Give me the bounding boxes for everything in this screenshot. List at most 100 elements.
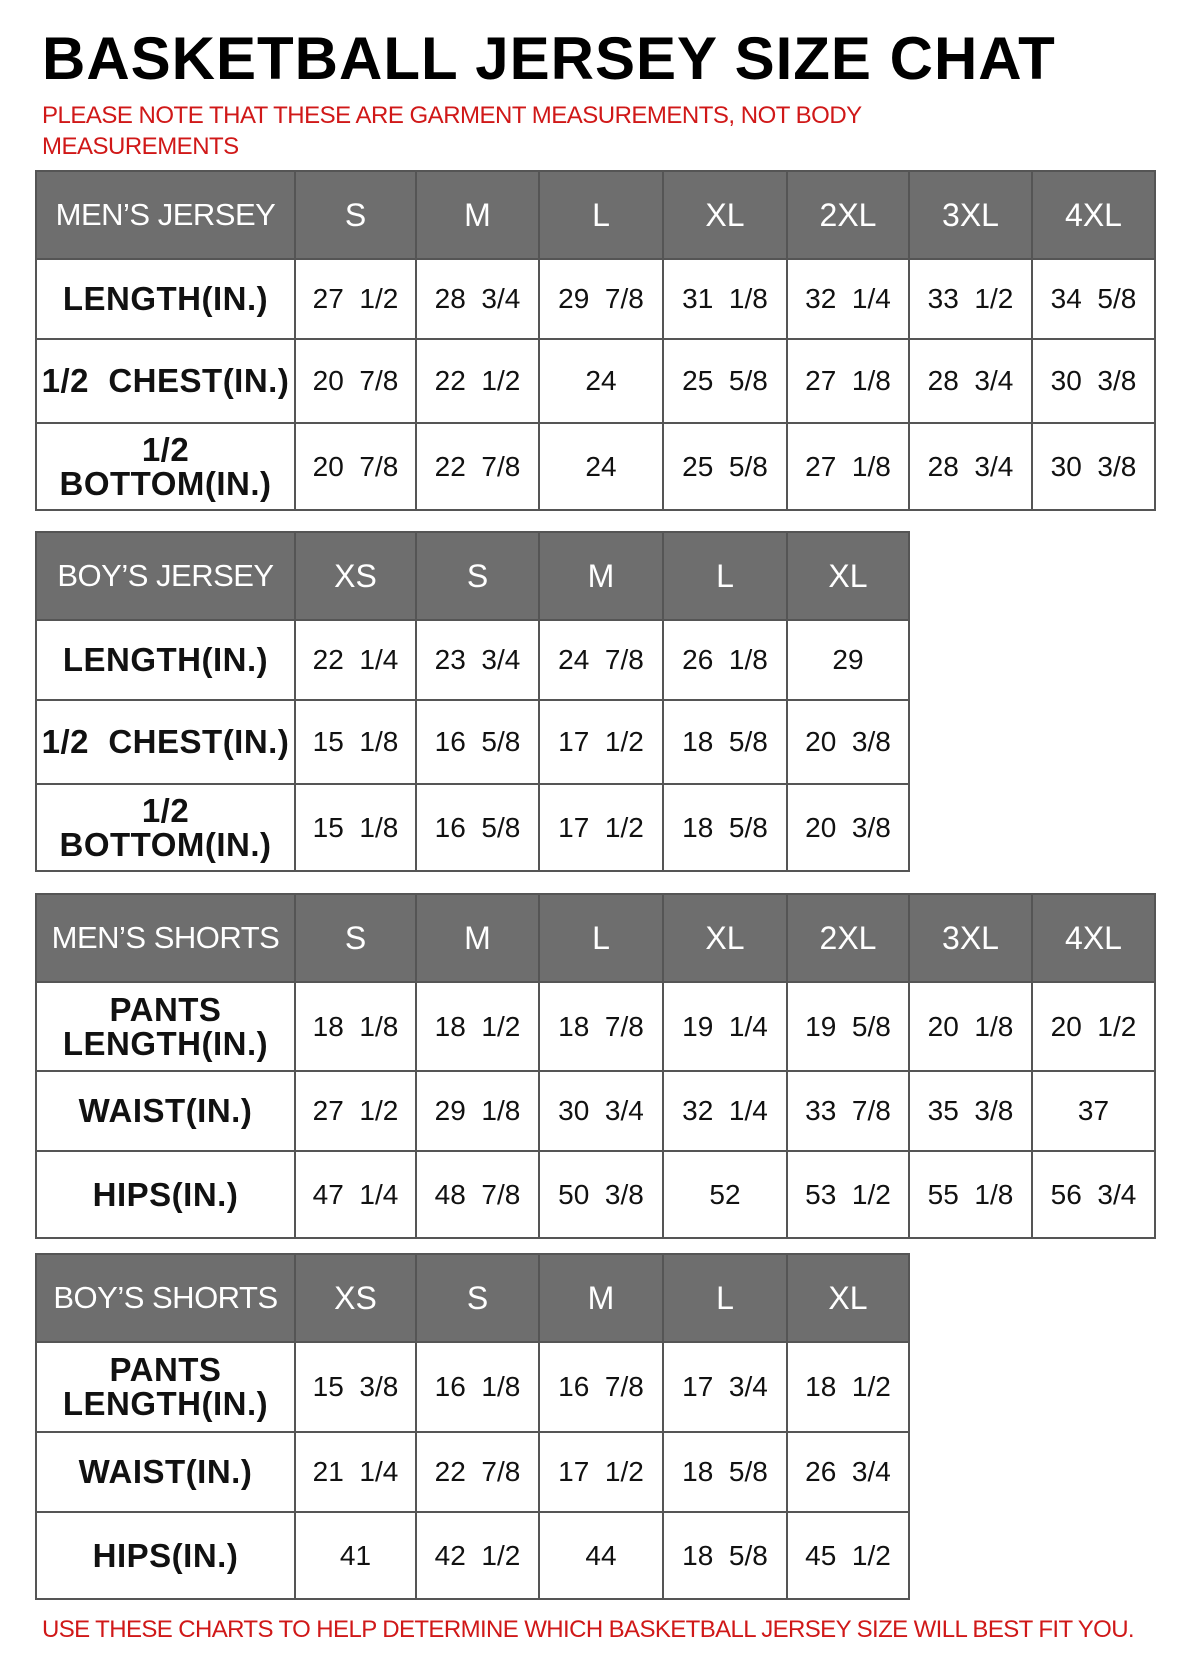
size-header: M (415, 170, 540, 260)
header-row: MEN’S JERSEY S M L XL 2XL 3XL 4XL (35, 170, 1156, 260)
measurement-cell: 42 1/2 (415, 1511, 540, 1600)
row-label: 1/2 BOTTOM(IN.) (35, 783, 296, 872)
boy-s-shorts-table: BOY’S SHORTS XS S M L XL PANTS LENGTH(IN.) 15 3… (35, 1253, 910, 1600)
measurement-cell: 53 1/2 (786, 1150, 910, 1239)
size-header: XL (786, 531, 910, 621)
table-title: MEN’S SHORTS (35, 893, 296, 983)
measurement-cell: 18 5/8 (662, 1511, 788, 1600)
measurement-cell: 20 3/8 (786, 783, 910, 872)
measurement-cell: 17 1/2 (538, 1431, 664, 1513)
measurement-cell: 32 1/4 (662, 1070, 788, 1152)
measurement-cell: 33 1/2 (908, 258, 1033, 340)
row-label: PANTS LENGTH(IN.) (35, 1341, 296, 1433)
size-header: M (415, 893, 540, 983)
measurement-cell: 18 5/8 (662, 699, 788, 785)
size-header: XS (294, 531, 417, 621)
measurement-cell: 18 5/8 (662, 783, 788, 872)
measurement-cell: 29 (786, 619, 910, 701)
measurement-cell: 28 3/4 (908, 422, 1033, 511)
measurement-cell: 45 1/2 (786, 1511, 910, 1600)
measurement-cell: 20 3/8 (786, 699, 910, 785)
table-row: WAIST(IN.) 27 1/2 29 1/8 30 3/4 32 1/4 33 7/8… (35, 1070, 1156, 1152)
measurement-cell: 20 7/8 (294, 338, 417, 424)
measurement-cell: 16 5/8 (415, 699, 540, 785)
table-title: BOY’S JERSEY (35, 531, 296, 621)
measurement-cell: 15 3/8 (294, 1341, 417, 1433)
measurement-cell: 37 (1031, 1070, 1156, 1152)
measurement-cell: 20 1/2 (1031, 981, 1156, 1072)
measurement-cell: 23 3/4 (415, 619, 540, 701)
measurement-cell: 27 1/2 (294, 258, 417, 340)
measurement-cell: 20 7/8 (294, 422, 417, 511)
measurement-cell: 25 5/8 (662, 422, 788, 511)
table-row: WAIST(IN.) 21 1/4 22 7/8 17 1/2 18 5/8 26 3/4 (35, 1431, 910, 1513)
table-row: 1/2 CHEST(IN.) 15 1/8 16 5/8 17 1/2 18 5/8 20… (35, 699, 910, 785)
measurement-cell: 18 1/8 (294, 981, 417, 1072)
row-label: PANTS LENGTH(IN.) (35, 981, 296, 1072)
measurement-cell: 33 7/8 (786, 1070, 910, 1152)
measurement-cell: 55 1/8 (908, 1150, 1033, 1239)
size-header: S (415, 1253, 540, 1343)
size-header: XS (294, 1253, 417, 1343)
measurement-cell: 31 1/8 (662, 258, 788, 340)
measurement-cell: 19 1/4 (662, 981, 788, 1072)
measurement-cell: 16 5/8 (415, 783, 540, 872)
measurement-cell: 34 5/8 (1031, 258, 1156, 340)
measurement-note: PLEASE NOTE THAT THESE ARE GARMENT MEASU… (42, 102, 862, 160)
size-header: 4XL (1031, 170, 1156, 260)
measurement-cell: 27 1/8 (786, 338, 910, 424)
measurement-cell: 48 7/8 (415, 1150, 540, 1239)
table-row: 1/2 CHEST(IN.) 20 7/8 22 1/2 24 25 5/8 27 1/8… (35, 338, 1156, 424)
measurement-cell: 18 5/8 (662, 1431, 788, 1513)
measurement-cell: 27 1/8 (786, 422, 910, 511)
measurement-cell: 26 1/8 (662, 619, 788, 701)
boy-s-jersey-table: BOY’S JERSEY XS S M L XL LENGTH(IN.) 22 1/4 23 3… (35, 531, 910, 872)
measurement-cell: 25 5/8 (662, 338, 788, 424)
measurement-cell: 30 3/8 (1031, 422, 1156, 511)
size-header: 3XL (908, 893, 1033, 983)
footer-note: USE THESE CHARTS TO HELP DETERMINE WHICH… (42, 1616, 1135, 1643)
table-row: HIPS(IN.) 41 42 1/2 44 18 5/8 45 1/2 (35, 1511, 910, 1600)
table-title: BOY’S SHORTS (35, 1253, 296, 1343)
size-header: 2XL (786, 893, 910, 983)
row-label: 1/2 BOTTOM(IN.) (35, 422, 296, 511)
measurement-cell: 28 3/4 (415, 258, 540, 340)
measurement-cell: 18 7/8 (538, 981, 664, 1072)
size-header: L (662, 1253, 788, 1343)
row-label: 1/2 CHEST(IN.) (35, 699, 296, 785)
size-header: XL (662, 893, 788, 983)
measurement-cell: 19 5/8 (786, 981, 910, 1072)
measurement-cell: 22 1/2 (415, 338, 540, 424)
measurement-cell: 15 1/8 (294, 783, 417, 872)
size-header: XL (786, 1253, 910, 1343)
measurement-cell: 24 7/8 (538, 619, 664, 701)
size-header: L (538, 170, 664, 260)
header-row: MEN’S SHORTS S M L XL 2XL 3XL 4XL (35, 893, 1156, 983)
header-row: BOY’S SHORTS XS S M L XL (35, 1253, 910, 1343)
table-title: MEN’S JERSEY (35, 170, 296, 260)
row-label: HIPS(IN.) (35, 1511, 296, 1600)
table-row: 1/2 BOTTOM(IN.) 20 7/8 22 7/8 24 25 5/8 27 1/… (35, 422, 1156, 511)
table-row: LENGTH(IN.) 22 1/4 23 3/4 24 7/8 26 1/8 29 (35, 619, 910, 701)
measurement-cell: 30 3/4 (538, 1070, 664, 1152)
measurement-cell: 17 1/2 (538, 699, 664, 785)
measurement-cell: 56 3/4 (1031, 1150, 1156, 1239)
measurement-cell: 17 3/4 (662, 1341, 788, 1433)
size-header: 4XL (1031, 893, 1156, 983)
table-row: PANTS LENGTH(IN.) 18 1/8 18 1/2 18 7/8 19 1/… (35, 981, 1156, 1072)
measurement-cell: 52 (662, 1150, 788, 1239)
men-s-shorts-table: MEN’S SHORTS S M L XL 2XL 3XL 4XL PANTS LENGTH(I… (35, 893, 1156, 1239)
measurement-cell: 26 3/4 (786, 1431, 910, 1513)
measurement-cell: 22 1/4 (294, 619, 417, 701)
men-s-jersey-table: MEN’S JERSEY S M L XL 2XL 3XL 4XL LENGTH(IN.) 27 … (35, 170, 1156, 511)
measurement-cell: 41 (294, 1511, 417, 1600)
table-row: HIPS(IN.) 47 1/4 48 7/8 50 3/8 52 53 1/2 55 1/… (35, 1150, 1156, 1239)
measurement-cell: 18 1/2 (786, 1341, 910, 1433)
size-header: M (538, 531, 664, 621)
measurement-cell: 17 1/2 (538, 783, 664, 872)
measurement-cell: 24 (538, 422, 664, 511)
size-header: M (538, 1253, 664, 1343)
size-header: L (538, 893, 664, 983)
measurement-cell: 22 7/8 (415, 1431, 540, 1513)
measurement-cell: 30 3/8 (1031, 338, 1156, 424)
